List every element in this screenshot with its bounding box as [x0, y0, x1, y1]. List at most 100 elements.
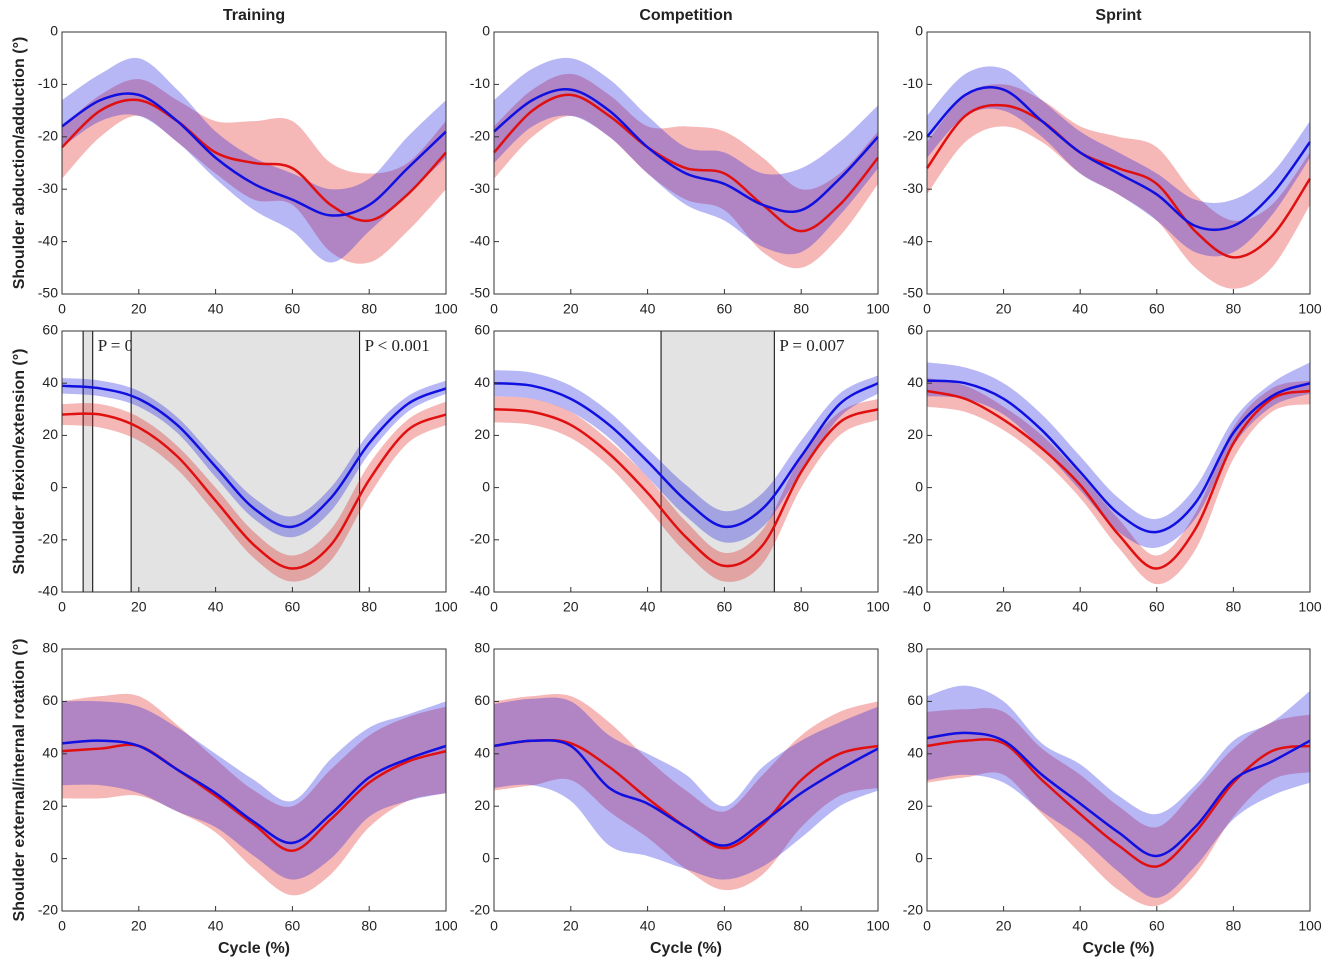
x-tick-label: 80 [793, 918, 809, 934]
x-tick-label: 80 [1226, 599, 1242, 615]
mean-line [926, 86, 1312, 232]
y-tick-label: 60 [42, 692, 58, 708]
y-tick-label: -20 [903, 531, 923, 547]
x-tick-label: 20 [563, 301, 579, 317]
x-tick-label: 20 [563, 918, 579, 934]
y-tick-label: 0 [482, 849, 490, 865]
x-tick-label: 60 [717, 918, 733, 934]
mean-line [926, 389, 1311, 570]
y-tick-label: -40 [38, 583, 58, 599]
mean-line [61, 92, 447, 217]
x-tick-label: 20 [131, 301, 147, 317]
y-tick-label: 40 [907, 745, 923, 761]
sd-band [62, 693, 446, 896]
x-tick-label: 80 [793, 599, 809, 615]
y-tick-label: 60 [907, 322, 923, 338]
y-tick-label: 0 [482, 478, 490, 494]
axes-box [493, 648, 879, 912]
x-tick-label: 0 [490, 301, 498, 317]
y-tick-label: -50 [38, 285, 58, 301]
y-tick-label: 0 [915, 23, 923, 39]
mean-line [493, 88, 879, 214]
p-value-label: P = 0.007 [779, 336, 845, 355]
x-tick-label: 0 [923, 918, 931, 934]
mean-line [61, 412, 447, 570]
x-tick-label: 100 [434, 918, 458, 934]
sd-band [62, 377, 446, 538]
y-tick-label: 60 [474, 692, 490, 708]
x-tick-label: 40 [1072, 918, 1088, 934]
panel-title: Sprint [1095, 7, 1142, 24]
x-tick-label: 100 [1298, 918, 1322, 934]
y-tick-label: -40 [903, 583, 923, 599]
y-tick-label: -50 [470, 285, 490, 301]
x-tick-label: 20 [131, 599, 147, 615]
y-tick-label: 80 [42, 640, 58, 656]
x-axis-label: Cycle (%) [650, 940, 722, 957]
y-axis-label: Shoulder abduction/adduction (°) [11, 37, 28, 290]
x-tick-label: 20 [996, 301, 1012, 317]
x-tick-label: 60 [1149, 301, 1165, 317]
x-axis-label: Cycle (%) [1082, 940, 1154, 957]
y-tick-label: -30 [470, 180, 490, 196]
axes-box [926, 648, 1311, 912]
y-tick-label: 60 [907, 692, 923, 708]
x-tick-label: 40 [208, 918, 224, 934]
x-tick-label: 100 [434, 301, 458, 317]
x-tick-label: 40 [640, 918, 656, 934]
y-axis-label: Shoulder flexion/extension (°) [11, 349, 28, 575]
y-tick-label: -10 [470, 75, 490, 91]
x-tick-label: 80 [1226, 918, 1242, 934]
y-tick-label: 80 [474, 640, 490, 656]
y-tick-label: 0 [50, 849, 58, 865]
sd-band [62, 401, 446, 582]
y-tick-label: -20 [470, 531, 490, 547]
y-tick-label: 80 [907, 640, 923, 656]
panel-title: Training [223, 7, 285, 24]
mean-line [61, 743, 447, 852]
x-tick-label: 100 [866, 301, 890, 317]
y-tick-label: -10 [903, 75, 923, 91]
x-tick-label: 60 [285, 301, 301, 317]
x-tick-label: 60 [285, 599, 301, 615]
y-tick-label: -20 [903, 902, 923, 918]
axes-box [61, 31, 447, 295]
significance-region [131, 331, 360, 592]
mean-line [61, 739, 447, 845]
sd-band [494, 694, 878, 891]
x-tick-label: 100 [866, 918, 890, 934]
y-tick-label: 40 [42, 374, 58, 390]
x-tick-label: 80 [361, 599, 377, 615]
y-tick-label: 40 [42, 745, 58, 761]
x-tick-label: 80 [361, 301, 377, 317]
y-tick-label: -20 [38, 531, 58, 547]
mean-line [61, 384, 447, 529]
sd-band [494, 396, 878, 582]
y-tick-label: 20 [474, 797, 490, 813]
x-tick-label: 40 [640, 301, 656, 317]
significance-region [83, 331, 93, 592]
significance-region [661, 331, 775, 592]
x-tick-label: 20 [563, 599, 579, 615]
x-tick-label: 60 [717, 599, 733, 615]
sd-band [927, 685, 1310, 898]
x-tick-label: 100 [1298, 599, 1322, 615]
y-tick-label: 0 [50, 478, 58, 494]
axes-box [493, 31, 879, 295]
x-tick-label: 60 [717, 301, 733, 317]
y-tick-label: -50 [903, 285, 923, 301]
y-tick-label: -20 [470, 902, 490, 918]
sd-band [494, 370, 878, 543]
axes-box [61, 330, 447, 593]
y-tick-label: -10 [38, 75, 58, 91]
x-tick-label: 0 [58, 918, 66, 934]
axes-box [926, 330, 1311, 593]
x-tick-label: 40 [640, 599, 656, 615]
sd-band [62, 701, 446, 880]
mean-line [926, 731, 1311, 858]
x-tick-label: 0 [923, 301, 931, 317]
y-tick-label: -20 [903, 128, 923, 144]
y-tick-label: -40 [470, 583, 490, 599]
mean-line [493, 381, 879, 529]
